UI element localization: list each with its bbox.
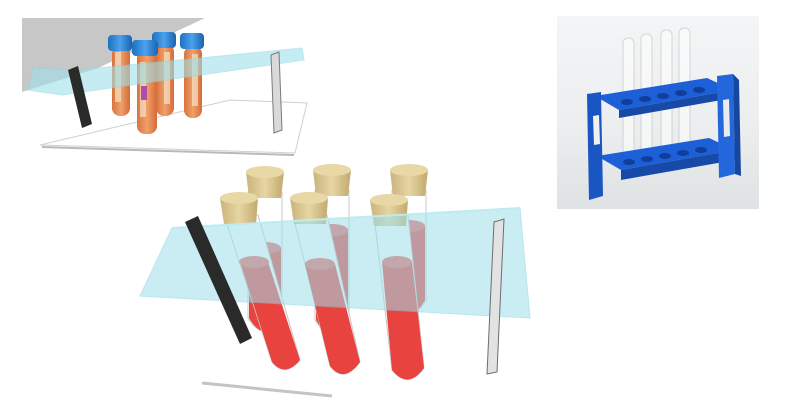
rack-upright-left (68, 66, 92, 128)
photo-blue-rack (557, 16, 759, 209)
small-rack (22, 18, 308, 156)
rack-upright-right (486, 218, 505, 375)
sample-tube (132, 40, 158, 134)
rack-end-left (587, 92, 603, 200)
blue-rack-drawing (587, 27, 741, 200)
rack-holes (621, 87, 707, 165)
rack-base-edge (41, 146, 295, 156)
rack-base-edge (201, 381, 333, 398)
large-rack (139, 164, 531, 398)
rack-upright-right (270, 51, 283, 134)
rack-upright-left (185, 216, 252, 344)
